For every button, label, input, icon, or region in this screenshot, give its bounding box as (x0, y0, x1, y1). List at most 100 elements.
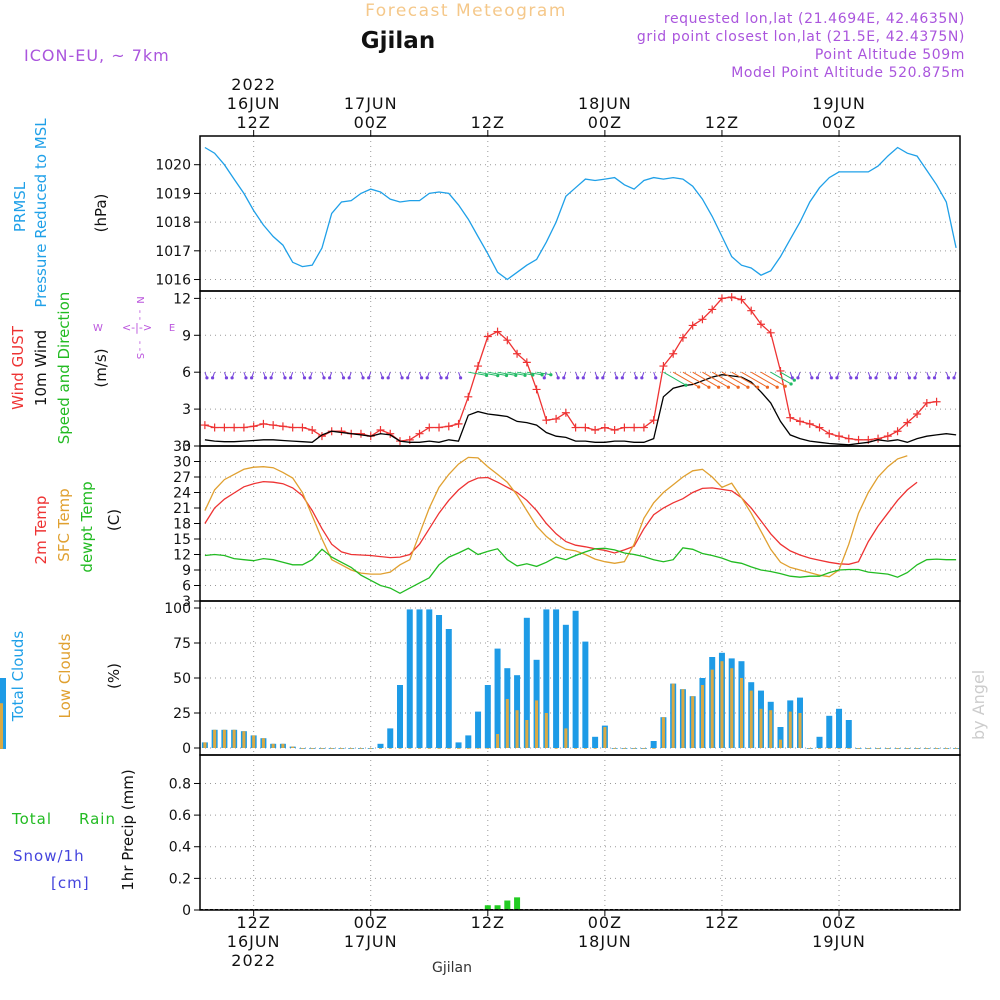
pressure-unit: (hPa) (92, 194, 110, 233)
low-clouds-bar (661, 717, 665, 748)
gust-marker (269, 421, 278, 430)
low-clouds-bar (574, 748, 578, 749)
wind-arrow (721, 371, 749, 388)
wind-arrow-head (726, 385, 731, 389)
wind-arrow-head (765, 385, 770, 389)
wind-arrow (526, 371, 543, 376)
gust-marker (776, 366, 785, 375)
total-clouds-bar (816, 736, 823, 748)
wind-arrow-head (601, 376, 605, 380)
wind-direction-label: Speed and Direction (55, 292, 73, 445)
gust-marker (747, 306, 756, 315)
gust-marker (571, 423, 580, 432)
wind-direction-arrows (204, 371, 957, 389)
precip-rain-label: Rain (79, 810, 116, 828)
time-label: 00Z (822, 913, 856, 932)
low-clouds-bar (603, 727, 607, 748)
time-label: 16JUN (227, 932, 281, 951)
low-clouds-bar (535, 700, 539, 748)
temperature-ytick-label: 24 (173, 486, 191, 502)
low-clouds-bar (847, 748, 851, 749)
total-clouds-bar (592, 736, 599, 748)
time-label: 2022 (231, 951, 276, 970)
low-clouds-bar (203, 742, 207, 748)
low-clouds-bar (642, 748, 646, 749)
low-clouds-bar (496, 734, 500, 748)
wind-arrow-head (380, 376, 385, 380)
time-label: 00Z (588, 113, 622, 132)
wind-arrow-head (576, 376, 580, 380)
gust-marker (200, 421, 209, 430)
gust-marker (230, 423, 239, 432)
wind-arrow-head (717, 385, 721, 389)
low-clouds-bar (447, 748, 451, 749)
temperature-ytick-label: 33 (173, 439, 191, 455)
low-clouds-bar (876, 748, 880, 749)
wind-arrow-head (263, 376, 268, 380)
low-clouds-bar (896, 748, 900, 749)
gust-marker (532, 385, 541, 394)
low-clouds-bar (232, 729, 236, 748)
low-clouds-bar (622, 748, 626, 749)
low-clouds-bar (359, 748, 363, 749)
clouds-ytick-label: 100 (164, 601, 191, 617)
gust-marker (893, 427, 902, 436)
low-clouds-bar (739, 678, 743, 748)
clouds-ytick-label: 50 (173, 671, 191, 687)
gust-marker (932, 397, 941, 406)
low-clouds-bar (915, 748, 919, 749)
temperature-ytick-label: 3 (182, 594, 191, 610)
wind-arrow-head (302, 376, 307, 380)
low-clouds-bar (457, 748, 461, 749)
wind-arrow-head (932, 376, 937, 380)
wind-arrow (516, 371, 533, 376)
wind-arrow-head (835, 376, 839, 380)
wind-arrow-head (556, 376, 560, 380)
gust-marker (249, 422, 258, 431)
gust-marker (639, 423, 648, 432)
pressure-panel: 1016 1017 1018 1019 1020 (155, 135, 961, 292)
total-clouds-bar (445, 629, 452, 748)
wind-arrow-head (854, 376, 859, 380)
wind-ytick-label: 9 (182, 328, 191, 344)
pressure-ytick-label: 1018 (155, 215, 191, 231)
wind-arrow-head (542, 376, 546, 380)
gust-marker (766, 328, 775, 337)
wind-unit: (m/s) (92, 348, 110, 387)
total-clouds-bar (826, 715, 833, 748)
rain-bar (504, 900, 511, 910)
low-clouds-bar (339, 748, 343, 749)
footer-location: Gjilan (432, 960, 472, 976)
gust-marker (474, 362, 483, 371)
clouds-ytick-label: 25 (173, 706, 191, 722)
gust-marker (786, 413, 795, 422)
low-clouds-bar (925, 748, 929, 749)
wind-arrow-head (810, 376, 814, 380)
wind-ytick-label: 12 (173, 291, 191, 307)
gust-marker (288, 423, 297, 432)
temperature-ytick-label: 18 (173, 517, 191, 533)
gust-marker (600, 423, 609, 432)
low-clouds-bar (505, 699, 509, 748)
wind-arrow-head (205, 376, 209, 380)
gust-marker (922, 398, 931, 407)
low-clouds-bar (310, 748, 314, 749)
total-clouds-bar (836, 708, 843, 748)
low-clouds-bar (437, 748, 441, 749)
precipitation-ytick-label: 0.2 (169, 871, 191, 887)
wind-arrow (750, 371, 778, 388)
low-clouds-bar (759, 708, 763, 748)
wind-arrow (477, 371, 498, 377)
total-clouds-bar (397, 685, 403, 748)
pressure-sublabel: Pressure Reduced to MSL (32, 118, 50, 308)
low-clouds-bar (613, 748, 617, 749)
gust-marker (356, 429, 365, 438)
time-label: 12Z (471, 113, 505, 132)
wind-arrow-head (328, 376, 332, 380)
2m-temp-line (204, 476, 918, 565)
precip-total-label: Total (11, 810, 52, 828)
wind-arrow-head (283, 376, 287, 380)
low-clouds-bar (691, 696, 695, 748)
credit-watermark: by Angel (969, 670, 988, 740)
